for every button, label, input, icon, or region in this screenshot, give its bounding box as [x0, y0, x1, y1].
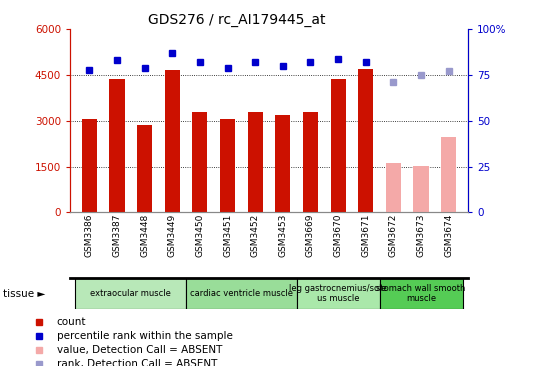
Bar	[137, 125, 152, 212]
Bar	[220, 119, 235, 212]
Bar	[441, 137, 456, 212]
Text: cardiac ventricle muscle: cardiac ventricle muscle	[190, 289, 293, 298]
Text: value, Detection Call = ABSENT: value, Detection Call = ABSENT	[56, 345, 222, 355]
Text: percentile rank within the sample: percentile rank within the sample	[56, 331, 232, 341]
Text: stomach wall smooth
muscle: stomach wall smooth muscle	[377, 284, 466, 303]
Bar	[82, 119, 97, 212]
Bar	[165, 70, 180, 212]
Text: extraocular muscle: extraocular muscle	[90, 289, 171, 298]
Bar	[186, 278, 296, 309]
Bar	[75, 278, 186, 309]
Text: GDS276 / rc_AI179445_at: GDS276 / rc_AI179445_at	[148, 13, 325, 27]
Bar	[386, 163, 401, 212]
Text: rank, Detection Call = ABSENT: rank, Detection Call = ABSENT	[56, 359, 217, 366]
Bar	[247, 112, 263, 212]
Bar	[414, 166, 429, 212]
Bar	[330, 79, 346, 212]
Text: leg gastrocnemius/sole
us muscle: leg gastrocnemius/sole us muscle	[289, 284, 387, 303]
Bar	[380, 278, 463, 309]
Bar	[109, 79, 124, 212]
Bar	[192, 112, 208, 212]
Bar	[358, 69, 373, 212]
Bar	[275, 115, 291, 212]
Text: tissue ►: tissue ►	[3, 289, 45, 299]
Bar	[303, 112, 318, 212]
Text: count: count	[56, 317, 86, 328]
Bar	[296, 278, 380, 309]
